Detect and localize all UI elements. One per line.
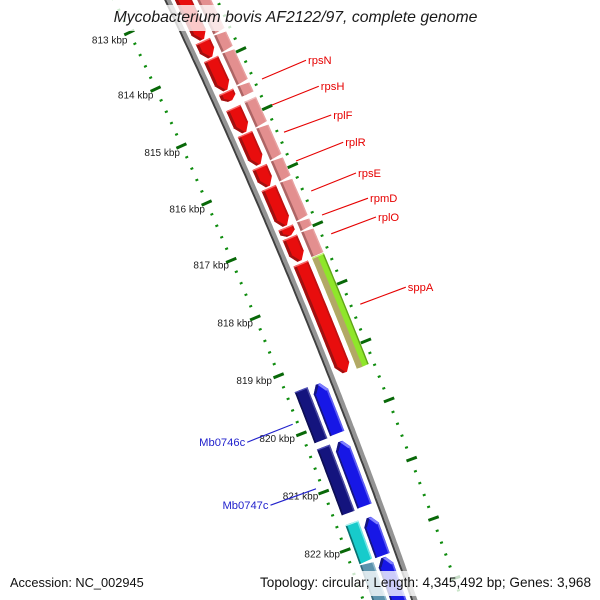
- svg-text:Mb0747c: Mb0747c: [222, 500, 268, 512]
- svg-text:rplF: rplF: [333, 110, 352, 122]
- svg-text:rpmD: rpmD: [370, 193, 397, 205]
- svg-text:821 kbp: 821 kbp: [283, 491, 319, 502]
- svg-text:822 kbp: 822 kbp: [304, 550, 340, 561]
- svg-text:Mb0746c: Mb0746c: [199, 437, 245, 449]
- svg-text:rpsN: rpsN: [308, 55, 332, 67]
- svg-text:rpsE: rpsE: [358, 168, 381, 180]
- svg-text:sppA: sppA: [408, 282, 434, 294]
- svg-text:rplR: rplR: [345, 137, 366, 149]
- svg-text:817 kbp: 817 kbp: [193, 261, 229, 272]
- svg-text:Mycobacterium bovis AF2122/97,: Mycobacterium bovis AF2122/97, complete …: [114, 9, 478, 26]
- svg-text:rpsH: rpsH: [321, 81, 345, 93]
- svg-text:Accession: NC_002945: Accession: NC_002945: [10, 575, 144, 590]
- svg-text:rplO: rplO: [378, 212, 399, 224]
- svg-text:820 kbp: 820 kbp: [259, 434, 295, 445]
- svg-text:813 kbp: 813 kbp: [92, 36, 128, 47]
- svg-text:818 kbp: 818 kbp: [217, 319, 253, 330]
- svg-text:814 kbp: 814 kbp: [118, 91, 154, 102]
- svg-text:819 kbp: 819 kbp: [236, 376, 272, 387]
- svg-text:Topology: circular; Length: 4,: Topology: circular; Length: 4,345,492 bp…: [260, 575, 591, 590]
- svg-text:815 kbp: 815 kbp: [144, 148, 180, 159]
- svg-text:816 kbp: 816 kbp: [169, 205, 205, 216]
